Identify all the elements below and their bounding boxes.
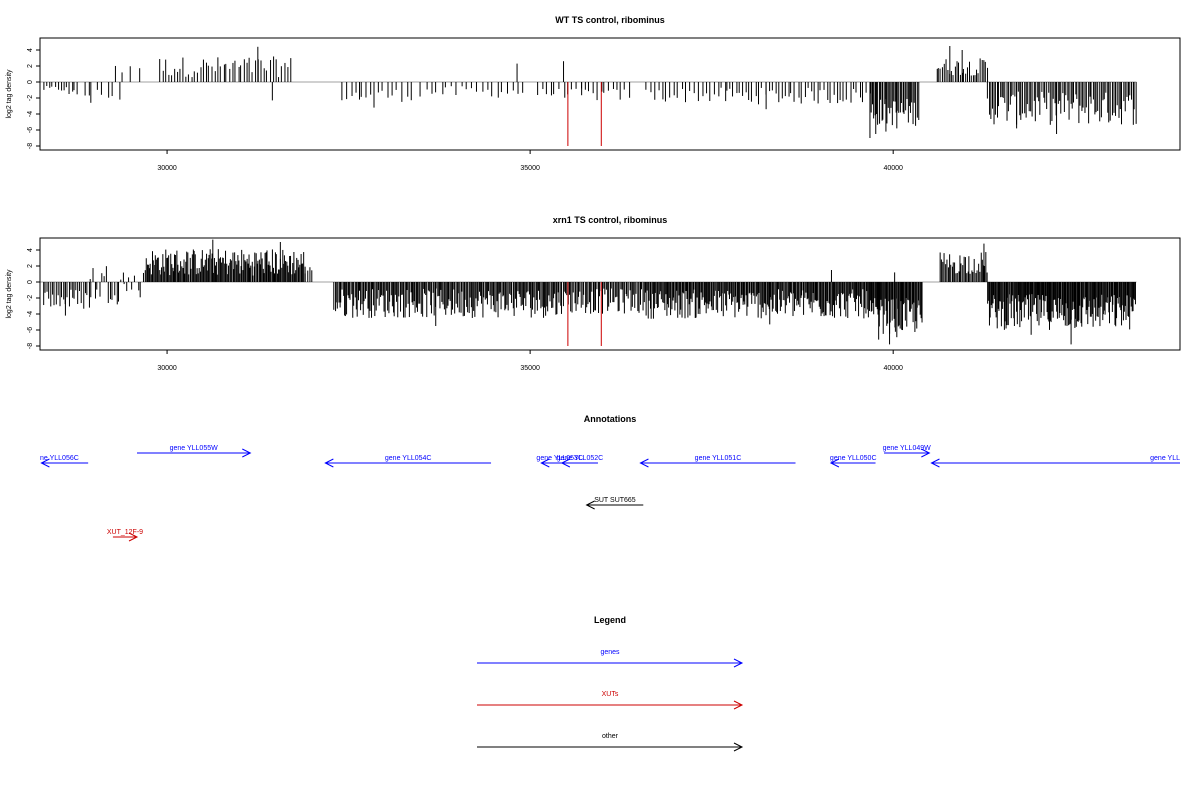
annotation-arrow-head — [585, 500, 595, 510]
annotation-arrow-head — [540, 458, 550, 468]
xrn1-x-tick-label: 35000 — [520, 365, 540, 372]
annotation-feature: gene YLL055W — [137, 445, 252, 458]
annotation-label: XUT_12F-9 — [107, 529, 143, 536]
legend-arrow-head — [733, 742, 744, 752]
annotation-label: ne YLL056C — [40, 455, 79, 462]
xrn1-y-tick-label: 4 — [27, 248, 34, 252]
annotation-arrow-head — [829, 458, 840, 468]
xrn1-y-tick-label: -8 — [27, 343, 34, 349]
annotation-arrow-head — [921, 448, 931, 458]
annotation-label: gene YLL — [1150, 455, 1180, 462]
xrn1-y-tick-label: -2 — [27, 295, 34, 301]
xrn1-track-title: xrn1 TS control, ribominus — [553, 215, 668, 225]
annotation-feature: gene YLL051C — [639, 455, 796, 468]
xrn1-y-tick-label: -4 — [27, 311, 34, 317]
legend-label: genes — [600, 649, 620, 656]
annotation-label: gene YLL051C — [695, 455, 742, 462]
wt-track-title: WT TS control, ribominus — [555, 15, 665, 25]
annotation-feature: ne YLL056C — [40, 455, 89, 468]
wt-track-panel: WT TS control, ribominus log2 tag densit… — [6, 15, 1181, 172]
annotation-arrow-head — [639, 458, 649, 468]
legend-entry-xuts: XUTs — [477, 691, 744, 710]
annotation-label: gene YLL054C — [385, 455, 432, 462]
wt-x-tick-label: 40000 — [883, 165, 903, 172]
xrn1-y-tick-label: 0 — [27, 280, 34, 284]
wt-y-tick-label: 4 — [27, 48, 34, 52]
annotation-feature: gene YLL — [930, 455, 1180, 468]
annotation-feature: gene YLL050C — [829, 455, 877, 468]
annotation-feature: gene YLL054C — [324, 455, 492, 468]
annotation-label: gene YLL053C — [536, 455, 583, 462]
annotation-label: gene YLL052C — [557, 455, 604, 462]
wt-y-tick-label: -6 — [27, 127, 34, 133]
xrn1-y-tick-label: 2 — [27, 264, 34, 268]
wt-plot-frame — [39, 37, 1181, 151]
annotation-arrow-head — [242, 448, 252, 458]
xrn1-bars — [40, 239, 1137, 346]
annotation-label: gene YLL049W — [883, 445, 932, 452]
legend-entry-genes: genes — [477, 649, 744, 668]
xrn1-x-tick-label: 30000 — [157, 365, 177, 372]
wt-bars — [40, 46, 1137, 146]
xrn1-y-tick-label: -6 — [27, 327, 34, 333]
xrn1-track-panel: xrn1 TS control, ribominus log2 tag dens… — [6, 215, 1181, 372]
xrn1-y-axis-label: log2 tag density — [6, 269, 13, 319]
annotations-title: Annotations — [584, 414, 637, 424]
annotation-arrow-head — [560, 458, 571, 468]
xrn1-x-tick-label: 40000 — [883, 365, 903, 372]
annotation-arrow-head — [40, 458, 50, 468]
xrn1-axes: 4 2 0 -2 -4 -6 -8 30000 35000 40000 — [27, 248, 903, 372]
annotation-feature: SUT SUT665 — [585, 497, 644, 510]
annotation-feature: XUT_12F-9 — [107, 529, 143, 542]
annotation-arrow-head — [930, 458, 940, 468]
wt-axes: 4 2 0 -2 -4 -6 -8 30000 35000 40000 — [27, 48, 903, 172]
wt-y-tick-label: 0 — [27, 80, 34, 84]
annotation-label: gene YLL055W — [170, 445, 219, 452]
legend: Legend genes XUTs other — [477, 615, 744, 752]
legend-title: Legend — [594, 615, 626, 625]
wt-y-tick-label: 2 — [27, 64, 34, 68]
legend-label: other — [602, 733, 619, 740]
wt-y-tick-label: -2 — [27, 95, 34, 101]
annotation-feature: gene YLL052C — [557, 455, 604, 468]
annotation-arrow-head — [128, 532, 139, 542]
wt-y-tick-label: -8 — [27, 143, 34, 149]
annotation-label: SUT SUT665 — [594, 497, 636, 504]
annotation-arrow-head — [324, 458, 334, 468]
wt-y-axis-label: log2 tag density — [6, 69, 13, 119]
wt-x-tick-label: 30000 — [157, 165, 177, 172]
legend-arrow-head — [733, 658, 744, 668]
wt-y-tick-label: -4 — [27, 111, 34, 117]
annotations-track: Annotations ne YLL056C gene YLL055W gene Y… — [40, 414, 1180, 542]
annotation-label: gene YLL050C — [830, 455, 877, 462]
legend-label: XUTs — [602, 691, 619, 698]
legend-arrow-head — [733, 700, 744, 710]
annotation-feature: gene YLL049W — [883, 445, 932, 458]
legend-entry-other: other — [477, 733, 744, 752]
wt-x-tick-label: 35000 — [520, 165, 540, 172]
